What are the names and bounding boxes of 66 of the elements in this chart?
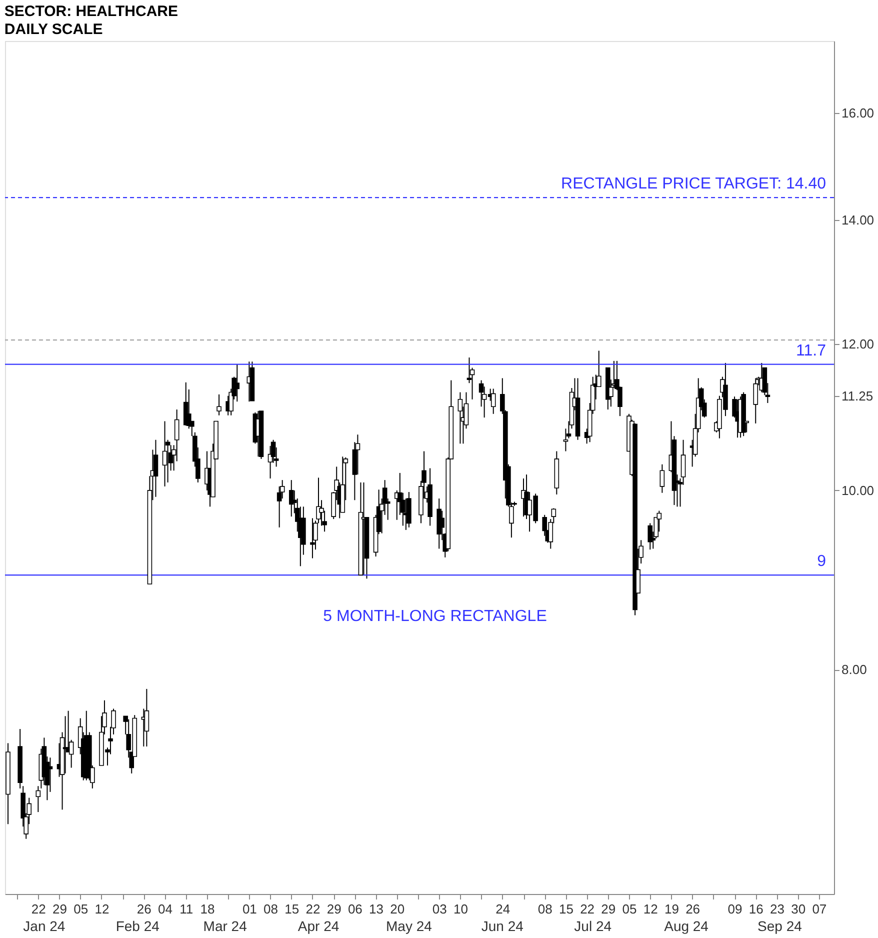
- x-tick-label: 29: [52, 902, 67, 916]
- annotation: 5 MONTH-LONG RECTANGLE: [323, 608, 547, 625]
- ref-line-label: RECTANGLE PRICE TARGET: 14.40: [561, 176, 826, 193]
- y-tick-label: 10.00: [842, 482, 874, 498]
- candlestick: [753, 378, 758, 424]
- x-tick-label: 12: [643, 902, 658, 916]
- y-tick-label: 16.00: [842, 105, 874, 120]
- x-tick-label: 04: [158, 902, 173, 916]
- candlestick: [144, 688, 150, 747]
- x2-tick-label: Mar 24: [203, 918, 248, 934]
- x-tick-label: 29: [326, 902, 342, 916]
- candlestick: [174, 409, 180, 462]
- x-tick-label: 20: [390, 902, 405, 916]
- y-tick-label: 12.00: [842, 336, 874, 352]
- x2-tick-label: Jul 24: [574, 918, 612, 934]
- ref-line-label: 11.7: [796, 342, 826, 360]
- x-tick-label: 30: [791, 902, 806, 916]
- candlestick: [310, 518, 315, 559]
- x-tick-label: 26: [686, 902, 700, 916]
- candlestick: [216, 394, 222, 416]
- x-tick-label: 06: [348, 902, 362, 916]
- x-tick-label: 08: [264, 902, 278, 916]
- candlestick: [680, 439, 686, 486]
- x-tick-label: 22: [306, 902, 320, 916]
- x-tick-label: 15: [284, 902, 300, 916]
- x-tick-label: 11: [180, 902, 194, 916]
- x-tick-label: 24: [496, 902, 510, 916]
- x-tick-label: 15: [558, 902, 574, 916]
- chart-title: SECTOR: HEALTHCARE: [4, 3, 178, 20]
- x-tick-label: 05: [74, 902, 88, 916]
- x-tick-label: 09: [728, 902, 742, 916]
- x2-tick-label: Sep 24: [758, 918, 802, 934]
- x2-tick-label: Feb 24: [116, 918, 160, 934]
- candlestick: [490, 388, 496, 414]
- x2-tick-label: May 24: [386, 918, 432, 934]
- x-tick-label: 08: [538, 902, 552, 916]
- x-tick-label: 18: [200, 902, 215, 916]
- y-tick-label: 11.25: [842, 388, 874, 404]
- x-tick-label: 23: [770, 902, 784, 916]
- x-tick-label: 22: [31, 902, 46, 916]
- chart-subtitle: DAILY SCALE: [4, 21, 103, 38]
- x2-tick-label: Jun 24: [481, 918, 524, 934]
- x2-tick-label: Jan 24: [23, 918, 66, 934]
- candlestick: [48, 757, 53, 792]
- x-tick-label: 07: [812, 902, 827, 916]
- x-tick-label: 10: [453, 902, 468, 916]
- x-tick-label: 05: [622, 902, 637, 916]
- x-tick-label: 29: [601, 902, 616, 916]
- x-tick-label: 01: [242, 902, 257, 916]
- candlestick: [36, 786, 41, 813]
- x-tick-label: 19: [664, 902, 679, 916]
- candlestick: [316, 477, 321, 524]
- candlestick: [153, 439, 158, 498]
- x2-tick-label: Apr 24: [298, 918, 340, 934]
- x-tick-label: 22: [580, 902, 595, 916]
- x-tick-label: 16: [748, 902, 764, 916]
- x-tick-label: 26: [136, 902, 152, 916]
- y-tick-label: 14.00: [842, 212, 874, 228]
- x-tick-label: 13: [369, 902, 384, 916]
- y-tick-label: 8.00: [842, 662, 867, 678]
- ref-line-label: 9: [817, 553, 826, 570]
- x2-tick-label: Aug 24: [664, 918, 709, 934]
- candlestick: [563, 428, 568, 452]
- candlestick: [660, 464, 665, 494]
- x-tick-label: 03: [432, 902, 447, 916]
- x-tick-label: 12: [94, 902, 110, 916]
